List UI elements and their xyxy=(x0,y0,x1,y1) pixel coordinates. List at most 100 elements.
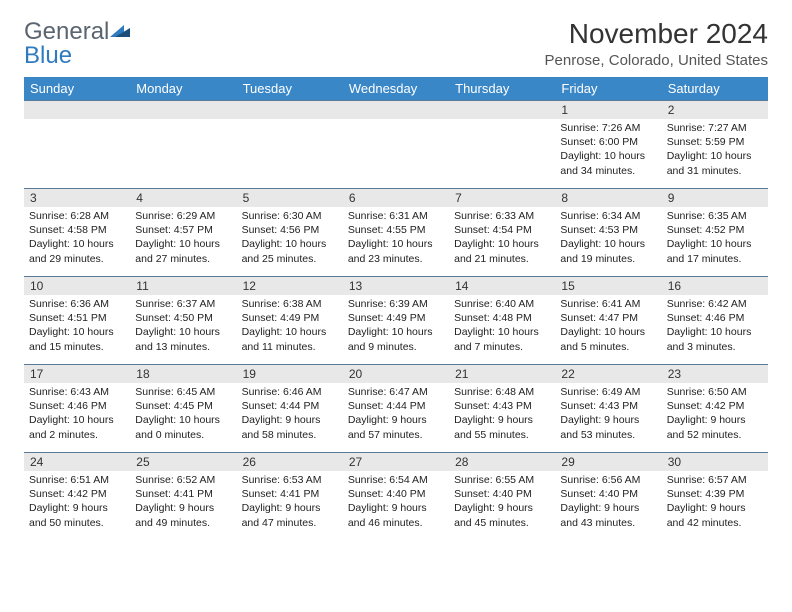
sunrise-text: Sunrise: 6:49 AM xyxy=(560,385,656,399)
day-number: 21 xyxy=(449,365,555,383)
sunset-text: Sunset: 4:49 PM xyxy=(242,311,338,325)
sunset-text: Sunset: 4:43 PM xyxy=(454,399,550,413)
daylight-text: Daylight: 10 hours and 15 minutes. xyxy=(29,325,125,353)
day-details: Sunrise: 6:46 AMSunset: 4:44 PMDaylight:… xyxy=(237,383,343,446)
sunset-text: Sunset: 4:49 PM xyxy=(348,311,444,325)
calendar-day-cell: 16Sunrise: 6:42 AMSunset: 4:46 PMDayligh… xyxy=(662,277,768,365)
sunset-text: Sunset: 4:40 PM xyxy=(454,487,550,501)
calendar-day-cell: 2Sunrise: 7:27 AMSunset: 5:59 PMDaylight… xyxy=(662,101,768,189)
calendar-day-cell: 10Sunrise: 6:36 AMSunset: 4:51 PMDayligh… xyxy=(24,277,130,365)
sunset-text: Sunset: 4:42 PM xyxy=(667,399,763,413)
daylight-text: Daylight: 10 hours and 25 minutes. xyxy=(242,237,338,265)
day-details: Sunrise: 6:47 AMSunset: 4:44 PMDaylight:… xyxy=(343,383,449,446)
sunset-text: Sunset: 4:50 PM xyxy=(135,311,231,325)
daylight-text: Daylight: 10 hours and 27 minutes. xyxy=(135,237,231,265)
calendar-day-cell: 28Sunrise: 6:55 AMSunset: 4:40 PMDayligh… xyxy=(449,453,555,541)
daylight-text: Daylight: 10 hours and 3 minutes. xyxy=(667,325,763,353)
calendar-day-cell: 27Sunrise: 6:54 AMSunset: 4:40 PMDayligh… xyxy=(343,453,449,541)
sunrise-text: Sunrise: 6:30 AM xyxy=(242,209,338,223)
calendar-day-cell: 23 Sunrise: 6:50 AMSunset: 4:42 PMDayligh… xyxy=(662,365,768,453)
calendar-week-row: 10Sunrise: 6:36 AMSunset: 4:51 PMDayligh… xyxy=(24,277,768,365)
sunset-text: Sunset: 4:52 PM xyxy=(667,223,763,237)
calendar-day-cell: 9Sunrise: 6:35 AMSunset: 4:52 PMDaylight… xyxy=(662,189,768,277)
sunset-text: Sunset: 4:44 PM xyxy=(242,399,338,413)
calendar-table: SundayMondayTuesdayWednesdayThursdayFrid… xyxy=(24,77,768,541)
calendar-header-row: SundayMondayTuesdayWednesdayThursdayFrid… xyxy=(24,77,768,101)
daylight-text: Daylight: 9 hours and 57 minutes. xyxy=(348,413,444,441)
day-number: 1 xyxy=(555,101,661,119)
sunset-text: Sunset: 4:40 PM xyxy=(560,487,656,501)
calendar-day-cell: 22Sunrise: 6:49 AMSunset: 4:43 PMDayligh… xyxy=(555,365,661,453)
day-number: 28 xyxy=(449,453,555,471)
calendar-day-cell: 24Sunrise: 6:51 AMSunset: 4:42 PMDayligh… xyxy=(24,453,130,541)
day-header: Monday xyxy=(130,77,236,101)
day-details: Sunrise: 6:57 AMSunset: 4:39 PMDaylight:… xyxy=(662,471,768,534)
sunrise-text: Sunrise: 6:39 AM xyxy=(348,297,444,311)
day-number: 29 xyxy=(555,453,661,471)
sunset-text: Sunset: 4:57 PM xyxy=(135,223,231,237)
day-details: Sunrise: 6:41 AMSunset: 4:47 PMDaylight:… xyxy=(555,295,661,358)
sunrise-text: Sunrise: 6:36 AM xyxy=(29,297,125,311)
daylight-text: Daylight: 10 hours and 2 minutes. xyxy=(29,413,125,441)
day-number: 30 xyxy=(662,453,768,471)
day-number: 11 xyxy=(130,277,236,295)
sunset-text: Sunset: 4:48 PM xyxy=(454,311,550,325)
calendar-day-cell xyxy=(24,101,130,189)
day-number: 12 xyxy=(237,277,343,295)
sunrise-text: Sunrise: 6:50 AM xyxy=(667,385,763,399)
daylight-text: Daylight: 9 hours and 52 minutes. xyxy=(667,413,763,441)
daylight-text: Daylight: 9 hours and 49 minutes. xyxy=(135,501,231,529)
day-number: 19 xyxy=(237,365,343,383)
day-header: Sunday xyxy=(24,77,130,101)
sunrise-text: Sunrise: 6:51 AM xyxy=(29,473,125,487)
sunrise-text: Sunrise: 6:42 AM xyxy=(667,297,763,311)
day-details: Sunrise: 6:42 AMSunset: 4:46 PMDaylight:… xyxy=(662,295,768,358)
sunrise-text: Sunrise: 6:33 AM xyxy=(454,209,550,223)
day-details: Sunrise: 6:39 AMSunset: 4:49 PMDaylight:… xyxy=(343,295,449,358)
day-details: Sunrise: 6:33 AMSunset: 4:54 PMDaylight:… xyxy=(449,207,555,270)
calendar-week-row: 17Sunrise: 6:43 AMSunset: 4:46 PMDayligh… xyxy=(24,365,768,453)
day-details: Sunrise: 6:34 AMSunset: 4:53 PMDaylight:… xyxy=(555,207,661,270)
day-number: 3 xyxy=(24,189,130,207)
day-details: Sunrise: 6:52 AMSunset: 4:41 PMDaylight:… xyxy=(130,471,236,534)
sunset-text: Sunset: 4:46 PM xyxy=(667,311,763,325)
calendar-day-cell: 4Sunrise: 6:29 AMSunset: 4:57 PMDaylight… xyxy=(130,189,236,277)
calendar-day-cell: 18Sunrise: 6:45 AMSunset: 4:45 PMDayligh… xyxy=(130,365,236,453)
sunrise-text: Sunrise: 6:57 AM xyxy=(667,473,763,487)
location-text: Penrose, Colorado, United States xyxy=(545,52,768,69)
day-number xyxy=(130,101,236,119)
calendar-day-cell xyxy=(130,101,236,189)
sunrise-text: Sunrise: 6:38 AM xyxy=(242,297,338,311)
calendar-day-cell: 1Sunrise: 7:26 AMSunset: 6:00 PMDaylight… xyxy=(555,101,661,189)
calendar-day-cell: 11Sunrise: 6:37 AMSunset: 4:50 PMDayligh… xyxy=(130,277,236,365)
daylight-text: Daylight: 10 hours and 11 minutes. xyxy=(242,325,338,353)
day-number: 15 xyxy=(555,277,661,295)
day-details: Sunrise: 6:37 AMSunset: 4:50 PMDaylight:… xyxy=(130,295,236,358)
calendar-day-cell: 17Sunrise: 6:43 AMSunset: 4:46 PMDayligh… xyxy=(24,365,130,453)
day-number: 9 xyxy=(662,189,768,207)
day-number xyxy=(24,101,130,119)
sunrise-text: Sunrise: 6:34 AM xyxy=(560,209,656,223)
day-number: 14 xyxy=(449,277,555,295)
sunrise-text: Sunrise: 6:45 AM xyxy=(135,385,231,399)
sunset-text: Sunset: 4:41 PM xyxy=(242,487,338,501)
day-details: Sunrise: 6:36 AMSunset: 4:51 PMDaylight:… xyxy=(24,295,130,358)
sunrise-text: Sunrise: 6:47 AM xyxy=(348,385,444,399)
day-header: Friday xyxy=(555,77,661,101)
day-details: Sunrise: 6:28 AMSunset: 4:58 PMDaylight:… xyxy=(24,207,130,270)
sunrise-text: Sunrise: 6:52 AM xyxy=(135,473,231,487)
calendar-day-cell: 8Sunrise: 6:34 AMSunset: 4:53 PMDaylight… xyxy=(555,189,661,277)
daylight-text: Daylight: 10 hours and 9 minutes. xyxy=(348,325,444,353)
sunset-text: Sunset: 4:47 PM xyxy=(560,311,656,325)
sunset-text: Sunset: 5:59 PM xyxy=(667,135,763,149)
brand-part1: General xyxy=(24,20,109,44)
day-number: 17 xyxy=(24,365,130,383)
sunrise-text: Sunrise: 6:35 AM xyxy=(667,209,763,223)
day-number: 23 xyxy=(662,365,768,383)
sunrise-text: Sunrise: 6:56 AM xyxy=(560,473,656,487)
day-number: 18 xyxy=(130,365,236,383)
calendar-day-cell: 25Sunrise: 6:52 AMSunset: 4:41 PMDayligh… xyxy=(130,453,236,541)
day-details: Sunrise: 6:56 AMSunset: 4:40 PMDaylight:… xyxy=(555,471,661,534)
sunset-text: Sunset: 4:43 PM xyxy=(560,399,656,413)
calendar-day-cell: 26Sunrise: 6:53 AMSunset: 4:41 PMDayligh… xyxy=(237,453,343,541)
